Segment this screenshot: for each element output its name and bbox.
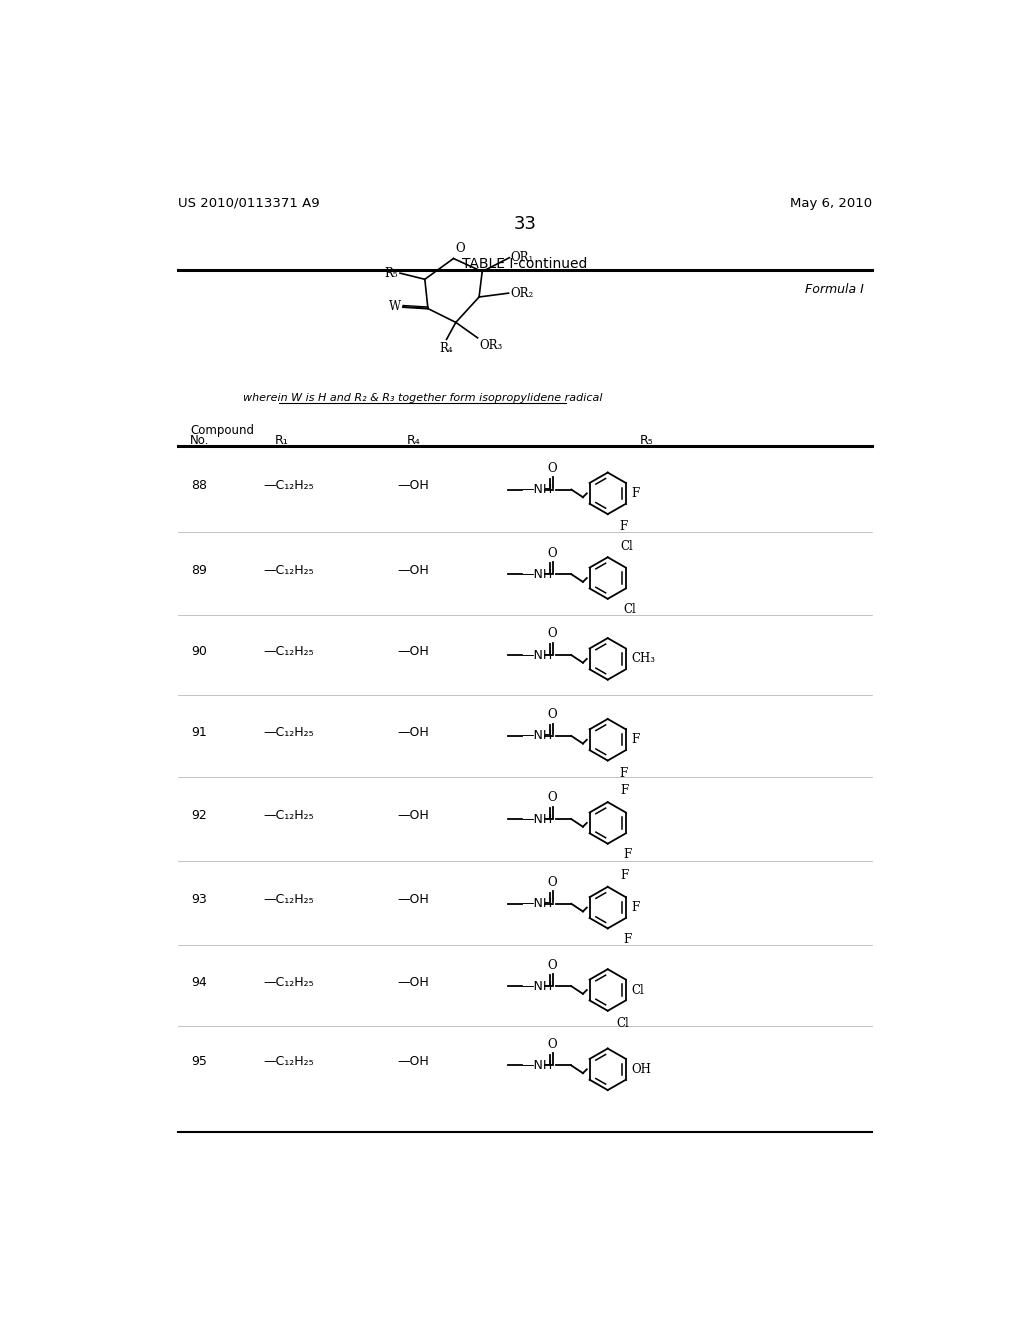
Text: 89: 89 [191,564,207,577]
Text: —C₁₂H₂₅: —C₁₂H₂₅ [263,479,314,492]
Text: F: F [632,487,640,500]
Text: wherein W is H and R₂ & R₃ together form isopropylidene radical: wherein W is H and R₂ & R₃ together form… [243,393,602,403]
Text: —NH: —NH [521,648,553,661]
Text: F: F [620,767,628,780]
Text: Compound: Compound [190,424,254,437]
Text: —OH: —OH [397,479,429,492]
Text: OH: OH [632,1063,651,1076]
Text: —OH: —OH [397,564,429,577]
Text: 95: 95 [191,1055,207,1068]
Text: R₅: R₅ [384,267,397,280]
Text: —C₁₂H₂₅: —C₁₂H₂₅ [263,564,314,577]
Text: CH₃: CH₃ [632,652,655,665]
Text: 93: 93 [191,894,207,907]
Text: OR₁: OR₁ [511,251,535,264]
Text: —OH: —OH [397,809,429,822]
Text: —OH: —OH [397,975,429,989]
Text: OR₃: OR₃ [479,339,503,352]
Text: F: F [624,849,632,862]
Text: 90: 90 [191,644,207,657]
Text: —NH: —NH [521,483,553,496]
Text: O: O [547,958,557,972]
Text: —C₁₂H₂₅: —C₁₂H₂₅ [263,644,314,657]
Text: OR₂: OR₂ [510,286,534,300]
Text: 91: 91 [191,726,207,739]
Text: US 2010/0113371 A9: US 2010/0113371 A9 [178,197,319,210]
Text: —OH: —OH [397,644,429,657]
Text: O: O [547,792,557,804]
Text: —OH: —OH [397,894,429,907]
Text: O: O [456,243,466,256]
Text: 88: 88 [191,479,207,492]
Text: TABLE I-continued: TABLE I-continued [462,257,588,271]
Text: —C₁₂H₂₅: —C₁₂H₂₅ [263,1055,314,1068]
Text: Cl: Cl [632,983,644,997]
Text: F: F [632,733,640,746]
Text: F: F [620,520,628,533]
Text: R₁: R₁ [275,434,289,447]
Text: —NH: —NH [521,1059,553,1072]
Text: F: F [624,933,632,946]
Text: F: F [621,869,629,882]
Text: R₄: R₄ [439,342,454,355]
Text: —C₁₂H₂₅: —C₁₂H₂₅ [263,809,314,822]
Text: —NH: —NH [521,898,553,911]
Text: W: W [389,300,400,313]
Text: O: O [547,1038,557,1051]
Text: Formula I: Formula I [805,284,864,296]
Text: —NH: —NH [521,813,553,825]
Text: —NH: —NH [521,979,553,993]
Text: —OH: —OH [397,1055,429,1068]
Text: —C₁₂H₂₅: —C₁₂H₂₅ [263,726,314,739]
Text: O: O [547,546,557,560]
Text: 92: 92 [191,809,207,822]
Text: —C₁₂H₂₅: —C₁₂H₂₅ [263,975,314,989]
Text: Cl: Cl [616,1016,630,1030]
Text: May 6, 2010: May 6, 2010 [790,197,872,210]
Text: F: F [621,784,629,797]
Text: R₄: R₄ [407,434,421,447]
Text: O: O [547,876,557,890]
Text: 33: 33 [513,215,537,232]
Text: Cl: Cl [621,540,633,553]
Text: —OH: —OH [397,726,429,739]
Text: O: O [547,709,557,721]
Text: Cl: Cl [624,603,636,616]
Text: —NH: —NH [521,568,553,581]
Text: O: O [547,462,557,475]
Text: F: F [632,902,640,915]
Text: 94: 94 [191,975,207,989]
Text: No.: No. [190,434,209,447]
Text: —NH: —NH [521,730,553,742]
Text: —C₁₂H₂₅: —C₁₂H₂₅ [263,894,314,907]
Text: R₅: R₅ [640,434,653,447]
Text: O: O [547,627,557,640]
